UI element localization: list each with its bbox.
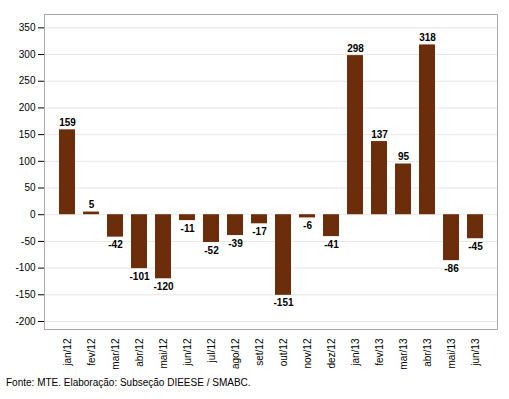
svg-text:jun/13: jun/13 — [470, 338, 481, 367]
svg-text:-52: -52 — [204, 245, 219, 256]
svg-text:137: 137 — [371, 129, 388, 140]
svg-text:jan/12: jan/12 — [62, 338, 73, 367]
svg-text:dez/12: dez/12 — [326, 338, 337, 368]
svg-text:-86: -86 — [444, 263, 459, 274]
svg-text:set/12: set/12 — [254, 338, 265, 366]
svg-text:-41: -41 — [324, 239, 339, 250]
svg-text:jul/12: jul/12 — [206, 338, 217, 363]
svg-text:95: 95 — [398, 151, 410, 162]
svg-text:nov/12: nov/12 — [302, 338, 313, 368]
svg-text:jan/13: jan/13 — [350, 338, 361, 367]
svg-text:-39: -39 — [228, 238, 243, 249]
svg-text:250: 250 — [19, 75, 36, 86]
svg-text:-150: -150 — [15, 289, 35, 300]
html-text:Fonte: MTE. Elaboração: Subseç: Fonte: MTE. Elaboração: Subseção DIEESE … — [6, 377, 251, 388]
svg-text:mar/13: mar/13 — [398, 338, 409, 370]
svg-text:298: 298 — [347, 43, 364, 54]
svg-text:300: 300 — [19, 49, 36, 60]
svg-text:350: 350 — [19, 22, 36, 33]
svg-text:abr/12: abr/12 — [134, 338, 145, 367]
svg-text:-11: -11 — [181, 223, 195, 234]
svg-text:-45: -45 — [468, 241, 483, 252]
svg-text:-42: -42 — [108, 239, 123, 250]
svg-text:100: 100 — [19, 156, 36, 167]
svg-text:out/12: out/12 — [278, 338, 289, 366]
svg-text:-100: -100 — [15, 262, 35, 273]
svg-text:fev/12: fev/12 — [86, 338, 97, 366]
svg-text:-17: -17 — [252, 226, 267, 237]
svg-text:ago/12: ago/12 — [230, 338, 241, 369]
svg-text:-101: -101 — [129, 271, 149, 282]
svg-text:-6: -6 — [303, 220, 312, 231]
svg-text:318: 318 — [419, 32, 436, 43]
svg-text:150: 150 — [19, 129, 36, 140]
svg-text:mar/12: mar/12 — [110, 338, 121, 370]
svg-text:fev/13: fev/13 — [374, 338, 385, 366]
svg-text:200: 200 — [19, 102, 36, 113]
svg-text:mai/12: mai/12 — [158, 338, 169, 368]
svg-text:-151: -151 — [273, 297, 293, 308]
svg-text:jun/12: jun/12 — [182, 338, 193, 367]
svg-text:50: 50 — [24, 182, 36, 193]
svg-text:-50: -50 — [21, 236, 36, 247]
svg-text:159: 159 — [59, 117, 76, 128]
svg-text:abr/13: abr/13 — [422, 338, 433, 367]
svg-text:mai/13: mai/13 — [446, 338, 457, 368]
svg-text:-200: -200 — [15, 316, 35, 327]
svg-text:5: 5 — [89, 199, 95, 210]
svg-text:-120: -120 — [153, 281, 173, 292]
svg-text:0: 0 — [30, 209, 36, 220]
